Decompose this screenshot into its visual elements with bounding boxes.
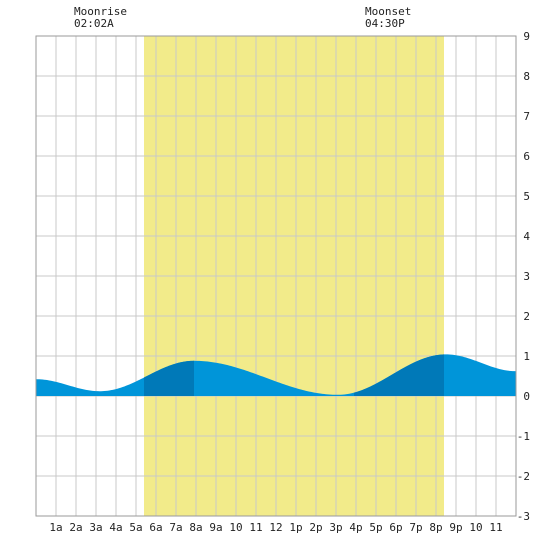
- moonrise-time: 02:02A: [74, 17, 114, 30]
- y-tick-label: 0: [523, 390, 530, 403]
- y-tick-label: 4: [523, 230, 530, 243]
- x-tick-label: 9a: [209, 521, 222, 534]
- y-tick-label: -1: [517, 430, 530, 443]
- x-tick-label: 1p: [289, 521, 302, 534]
- x-tick-label: 3a: [89, 521, 102, 534]
- x-tick-label: 6p: [389, 521, 402, 534]
- tide-area-shaded: [144, 360, 194, 396]
- x-tick-label: 5p: [369, 521, 382, 534]
- moonrise-label: Moonrise: [74, 5, 127, 18]
- x-tick-label: 6a: [149, 521, 162, 534]
- x-tick-label: 5a: [129, 521, 142, 534]
- x-tick-label: 10: [229, 521, 242, 534]
- y-tick-label: 2: [523, 310, 530, 323]
- x-tick-label: 1a: [49, 521, 62, 534]
- y-tick-label: 7: [523, 110, 530, 123]
- x-tick-label: 7p: [409, 521, 422, 534]
- x-tick-label: 2p: [309, 521, 322, 534]
- x-tick-labels: 1a 2a 3a 4a 5a 6a 7a 8a 9a 10 11 12 1p 2p 3p 4p 5p 6p 7p 8p…: [49, 521, 502, 534]
- x-tick-label: 2a: [69, 521, 82, 534]
- y-tick-label: 5: [523, 190, 530, 203]
- x-tick-label: 3p: [329, 521, 342, 534]
- moonset-label: Moonset: [365, 5, 411, 18]
- y-tick-label: 3: [523, 270, 530, 283]
- tide-area-layer: [36, 354, 516, 396]
- y-tick-labels: -3 -2 -1 0 1 2 3 4 5 6 7 8 9: [517, 30, 531, 523]
- grid-layer: [36, 36, 516, 516]
- x-tick-label: 7a: [169, 521, 182, 534]
- x-tick-label: 10: [469, 521, 482, 534]
- x-tick-label: 9p: [449, 521, 462, 534]
- x-tick-label: 4p: [349, 521, 362, 534]
- x-tick-label: 8p: [429, 521, 442, 534]
- y-tick-label: 8: [523, 70, 530, 83]
- x-tick-label: 8a: [189, 521, 202, 534]
- y-tick-label: 1: [523, 350, 530, 363]
- y-tick-label: -3: [517, 510, 530, 523]
- y-tick-label: -2: [517, 470, 530, 483]
- x-tick-label: 4a: [109, 521, 122, 534]
- y-tick-label: 6: [523, 150, 530, 163]
- plot-frame: [35, 35, 517, 517]
- y-tick-label: 9: [523, 30, 530, 43]
- tide-area-shaded: [354, 354, 444, 396]
- x-tick-label: 11: [249, 521, 262, 534]
- x-tick-label: 11: [489, 521, 502, 534]
- moonset-time: 04:30P: [365, 17, 405, 30]
- x-tick-label: 12: [269, 521, 282, 534]
